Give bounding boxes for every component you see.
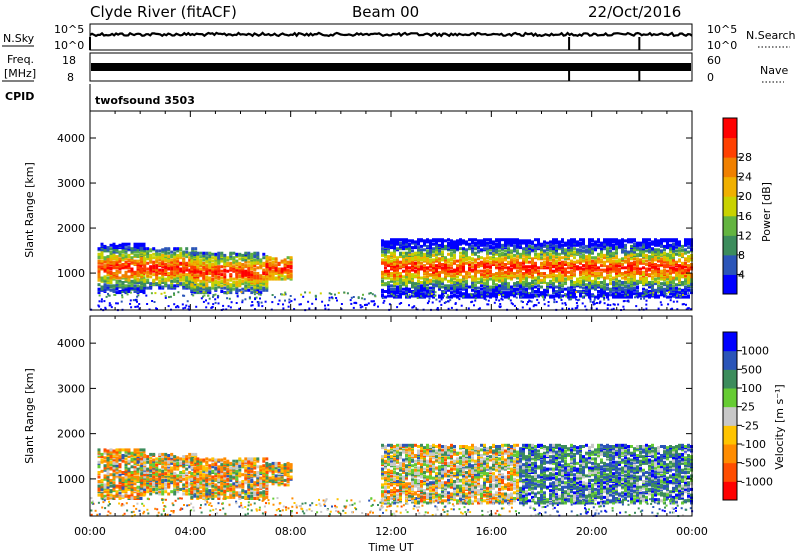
velocity-cb-label-7: -1000 [741, 475, 773, 488]
noise-ytick-bottom-left: 10^0 [54, 39, 84, 52]
nsearch-label: N.Search [746, 29, 796, 42]
noise-frame [89, 23, 693, 51]
velocity-colorbar-cell-7 [723, 350, 737, 370]
velocity-cb-label-5: -100 [741, 438, 766, 451]
noise-ytick-bottom-right: 10^0 [707, 39, 737, 52]
velocity-ytick-label-1000: 1000 [57, 473, 85, 486]
noise-series-line [89, 31, 693, 38]
power-cb-label-5: 24 [738, 171, 752, 184]
noise-panel: N.Sky 10^5 10^0 10^5 10^0 N.Search [2, 23, 796, 52]
power-colorbar-cell-4 [723, 196, 737, 217]
power-colorbar-label: Power [dB] [760, 182, 773, 242]
noise-ytick-top-left: 10^5 [54, 23, 84, 36]
velocity-colorbar-cell-5 [723, 388, 737, 408]
velocity-colorbar-cell-8 [723, 332, 737, 352]
frequency-panel: Freq. [MHz] 18 8 60 0 Nave [2, 52, 788, 84]
velocity-ytick-label-2000: 2000 [57, 428, 85, 441]
power-colorbar-cell-7 [723, 137, 737, 158]
noise-ytick-top-right: 10^5 [707, 23, 737, 36]
velocity-cb-label-4: -25 [741, 419, 759, 432]
power-colorbar-cell-0 [723, 274, 737, 295]
freq-ytick-top: 18 [62, 54, 76, 67]
velocity-xtick-label-6: 00:00 [676, 525, 708, 538]
power-colorbar-cell-3 [723, 215, 737, 236]
power-ytick-label-4000: 4000 [57, 132, 85, 145]
power-ytick-label-1000: 1000 [57, 267, 85, 280]
velocity-xtick-label-4: 16:00 [475, 525, 507, 538]
freq-ytick-bottom: 8 [67, 71, 74, 84]
velocity-xtick-label-3: 12:00 [375, 525, 407, 538]
power-cb-label-6: 28 [738, 151, 752, 164]
velocity-scatter-cells [90, 443, 694, 518]
frequency-trace [91, 63, 691, 81]
velocity-xtick-label-1: 04:00 [174, 525, 206, 538]
velocity-colorbar-cell-0 [723, 481, 737, 501]
freq-label-1: Freq. [7, 53, 34, 66]
power-colorbar-cell-5 [723, 176, 737, 197]
cpid-label: CPID [5, 90, 34, 103]
power-cb-label-3: 16 [738, 210, 752, 223]
noise-trace [89, 31, 693, 50]
power-colorbar-frame [722, 117, 738, 295]
nave-ytick-top: 60 [707, 54, 721, 67]
velocity-ytick-label-4000: 4000 [57, 337, 85, 350]
beam-title: Beam 00 [352, 3, 419, 21]
velocity-data [90, 443, 694, 518]
nave-label: Nave [760, 64, 788, 77]
velocity-xticks: 00:00 04:00 08:00 12:00 16:00 20:00 00:00 [74, 316, 708, 538]
velocity-colorbar-cell-4 [723, 406, 737, 426]
power-ylabel: Slant Range [km] [23, 162, 36, 258]
power-yticks: 1000 2000 3000 4000 [57, 132, 692, 280]
velocity-colorbar-cell-2 [723, 444, 737, 464]
freq-label-2: [MHz] [4, 67, 36, 80]
velocity-ylabel: Slant Range [km] [23, 368, 36, 464]
power-data [90, 238, 693, 312]
velocity-colorbar: 1000 500 100 25 -25 -100 -500 -1000 [722, 331, 773, 501]
power-panel: 1000 2000 3000 4000 Slant Range [km] 4 8 12 16… [23, 110, 773, 312]
velocity-xtick-label-0: 00:00 [74, 525, 106, 538]
power-xticks [89, 111, 693, 310]
power-colorbar-cell-8 [723, 118, 737, 139]
power-cb-label-1: 8 [738, 249, 745, 262]
velocity-xtick-label-2: 08:00 [275, 525, 307, 538]
velocity-colorbar-cell-1 [723, 462, 737, 482]
velocity-cb-label-3: 25 [741, 401, 755, 414]
velocity-colorbar-frame [722, 331, 738, 501]
nave-ytick-bottom: 0 [707, 71, 714, 84]
power-colorbar-cell-1 [723, 254, 737, 275]
velocity-cb-label-6: -500 [741, 457, 766, 470]
frequency-frame [89, 52, 693, 82]
velocity-colorbar-cell-3 [723, 425, 737, 445]
power-cb-label-0: 4 [738, 268, 745, 281]
power-colorbar-cell-2 [723, 235, 737, 256]
velocity-cb-label-1: 500 [741, 363, 762, 376]
cpid-value: twofsound 3503 [95, 94, 195, 107]
velocity-colorbar-cell-6 [723, 369, 737, 389]
velocity-yticks: 1000 2000 3000 4000 [57, 337, 692, 486]
nsky-label: N.Sky [3, 32, 35, 45]
frequency-series-band [91, 63, 691, 71]
power-cb-label-4: 20 [738, 190, 752, 203]
station-title: Clyde River (fitACF) [90, 3, 237, 21]
velocity-cb-label-2: 100 [741, 382, 762, 395]
power-scatter-cells [90, 238, 693, 312]
date-title: 22/Oct/2016 [588, 3, 681, 21]
power-ytick-label-3000: 3000 [57, 177, 85, 190]
velocity-ytick-label-3000: 3000 [57, 382, 85, 395]
velocity-xtick-label-5: 20:00 [576, 525, 608, 538]
power-colorbar-cell-6 [723, 157, 737, 178]
power-cb-label-2: 12 [738, 229, 752, 242]
velocity-colorbar-label: Velocity [m s⁻¹] [773, 384, 786, 469]
power-ytick-label-2000: 2000 [57, 222, 85, 235]
power-colorbar: 4 8 12 16 20 24 28 [722, 117, 752, 295]
time-axis-label: Time UT [367, 541, 413, 554]
velocity-cb-label-0: 1000 [741, 345, 769, 358]
